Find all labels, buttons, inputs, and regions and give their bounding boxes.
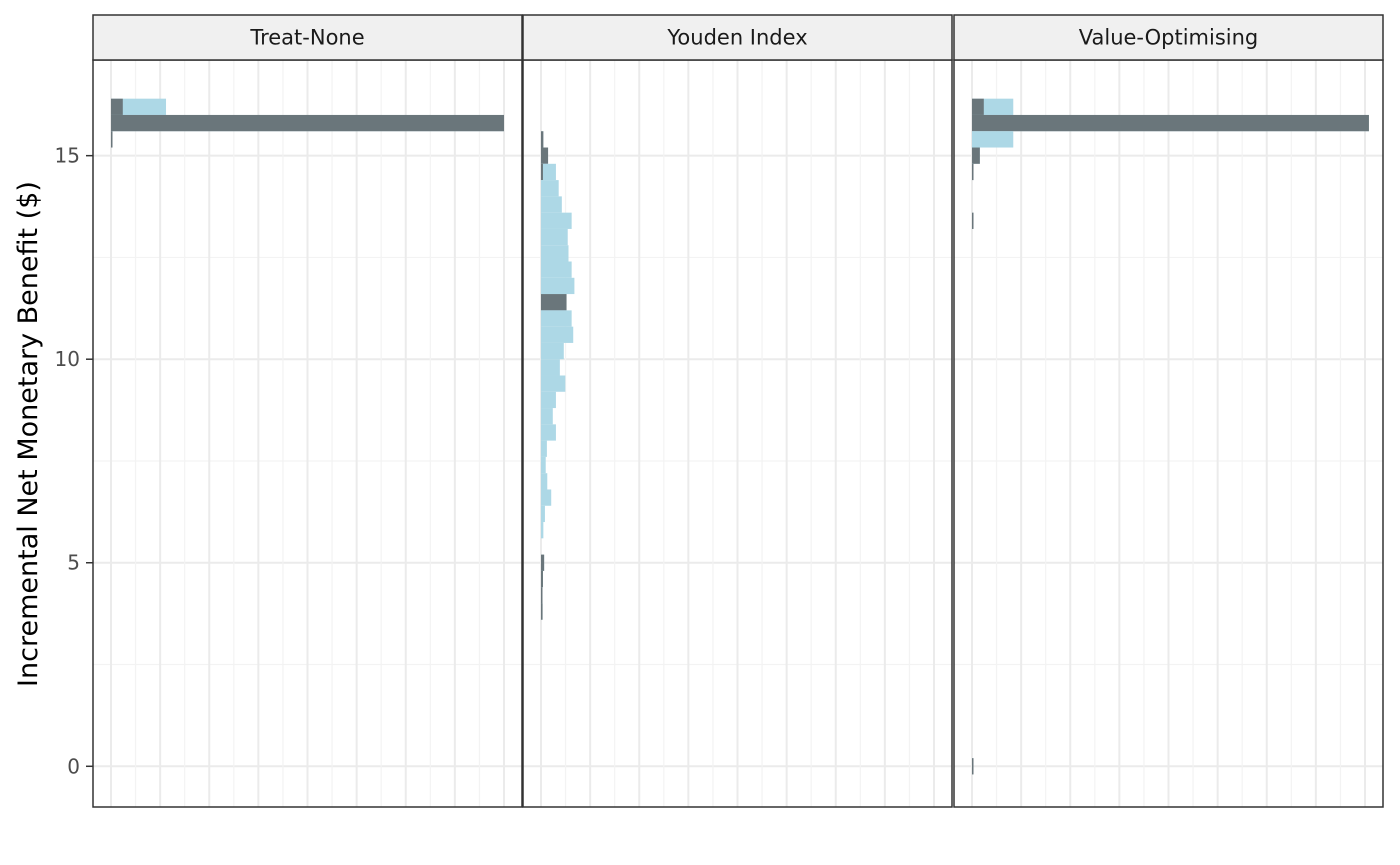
histogram-bar	[111, 98, 167, 115]
highlight-bar	[972, 163, 974, 181]
facet-panel: Value-Optimising	[953, 14, 1384, 808]
highlight-bar	[541, 147, 549, 164]
facet-strip-label: Treat-None	[249, 26, 364, 50]
histogram-bar	[541, 424, 556, 441]
highlight-bar	[972, 758, 974, 775]
panels-layer: Treat-None Youden Index Value-Optimising	[92, 14, 1384, 808]
highlight-bar	[111, 98, 123, 115]
histogram-bar	[541, 473, 548, 490]
highlight-bar	[541, 587, 543, 604]
highlight-bar	[541, 131, 544, 148]
histogram-bar	[541, 522, 544, 539]
highlight-bar	[111, 131, 113, 148]
y-tick-label: 5	[67, 551, 80, 575]
histogram-bar	[541, 489, 552, 506]
histogram-bar	[541, 310, 572, 327]
histogram-bar	[541, 196, 562, 213]
highlight-bar	[541, 570, 543, 588]
facet-panel: Treat-None	[92, 14, 523, 808]
highlight-bar	[972, 212, 974, 229]
facet-strip-label: Value-Optimising	[1079, 26, 1258, 50]
histogram-bar	[541, 245, 569, 262]
histogram-bar	[541, 342, 564, 360]
facet-strip	[953, 14, 1384, 61]
highlight-bar	[541, 603, 543, 620]
y-axis-title: Incremental Net Monetary Benefit ($)	[13, 181, 44, 687]
histogram-bar	[972, 131, 1014, 148]
histogram-bar	[541, 277, 575, 295]
highlight-bar	[111, 114, 504, 132]
highlight-bar	[541, 554, 545, 571]
histogram-bar	[541, 391, 556, 409]
histogram-bar	[541, 326, 574, 343]
histogram-bar	[541, 375, 566, 392]
highlight-bar	[541, 294, 567, 311]
highlight-bar	[972, 114, 1369, 132]
highlight-bar	[541, 163, 543, 181]
histogram-bar	[541, 359, 560, 376]
histogram-bar	[541, 212, 572, 229]
histogram-bar	[541, 456, 546, 474]
histogram-bar	[541, 440, 547, 457]
facet-strip-label: Youden Index	[666, 26, 807, 50]
facet-panel: Youden Index	[522, 14, 953, 808]
y-tick-label: 0	[67, 754, 80, 778]
histogram-bar	[541, 180, 559, 197]
histogram-bar	[541, 163, 556, 181]
facet-strip	[92, 14, 523, 61]
y-axis: 0 5 10 15	[55, 144, 93, 778]
histogram-bar	[541, 505, 545, 523]
histogram-bar	[541, 408, 553, 425]
facet-strip	[522, 14, 953, 61]
highlight-bar	[972, 147, 980, 164]
histogram-bar	[541, 228, 568, 246]
y-tick-label: 15	[55, 144, 80, 168]
histogram-bar	[541, 261, 572, 278]
highlight-bar	[972, 98, 984, 115]
y-tick-label: 10	[55, 347, 80, 371]
